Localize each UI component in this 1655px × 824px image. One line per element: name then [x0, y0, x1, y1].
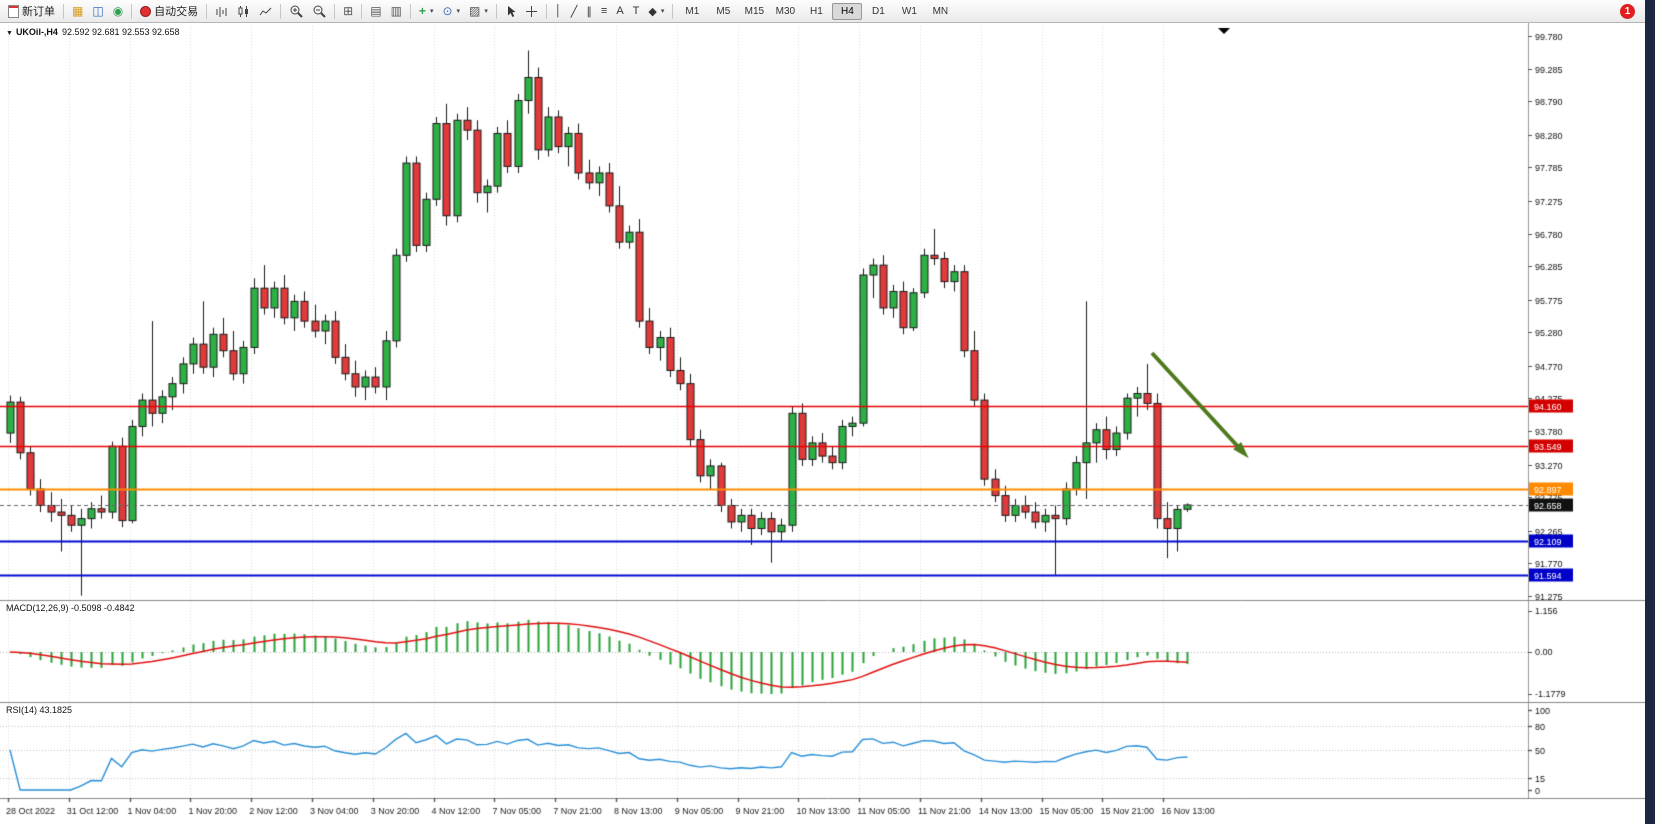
- auto-trading-status-icon: [140, 5, 152, 17]
- toolbar-separator: [545, 3, 547, 19]
- profiles-icon: ◫: [92, 4, 104, 18]
- tile-windows-button[interactable]: ⊞: [339, 1, 357, 22]
- notification-badge[interactable]: 1: [1620, 3, 1635, 19]
- symbol-period-label: UKOil-,H4: [15, 27, 58, 37]
- new-order-icon: [8, 4, 19, 18]
- market-watch-button[interactable]: ◉: [109, 1, 127, 22]
- shapes-tool-button[interactable]: ◆ ▾: [644, 1, 668, 22]
- toolbar: 新订单 ▦ ◫ ◉ 自动交易: [0, 0, 1655, 23]
- data-window-button[interactable]: ▤: [366, 1, 385, 22]
- candlestick-icon: [238, 5, 249, 17]
- bar-chart-icon: [216, 6, 227, 17]
- toolbar-separator: [63, 3, 64, 19]
- shapes-icon: ◆: [648, 5, 657, 18]
- auto-trading-label: 自动交易: [154, 6, 199, 18]
- cursor-tool-button[interactable]: [501, 1, 520, 22]
- new-order-label: 新订单: [22, 6, 55, 18]
- toolbar-separator: [131, 3, 133, 19]
- candlestick-mode-button[interactable]: [233, 1, 254, 22]
- line-chart-mode-button[interactable]: [255, 1, 276, 22]
- timeframe-h4[interactable]: H4: [832, 2, 863, 20]
- periods-icon: ⊙: [442, 4, 453, 18]
- fibonacci-tool-button[interactable]: ≡: [597, 1, 611, 22]
- label-tool-icon: T: [632, 5, 640, 17]
- toolbar-separator: [280, 3, 282, 19]
- charts-button[interactable]: ▦: [68, 1, 87, 22]
- fibonacci-icon: ≡: [600, 5, 608, 17]
- chevron-down-icon: ▾: [456, 8, 461, 15]
- navigator-icon: ▥: [390, 4, 402, 18]
- auto-trading-button[interactable]: 自动交易: [136, 1, 202, 22]
- crosshair-icon: [525, 5, 537, 17]
- charts-stack-icon: ▦: [72, 4, 84, 18]
- zoom-in-icon: [290, 5, 303, 18]
- trendline-tool-button[interactable]: ╱: [567, 1, 582, 22]
- crosshair-tool-button[interactable]: [521, 1, 542, 22]
- add-indicator-button[interactable]: + ▾: [415, 1, 438, 22]
- chevron-down-icon: ▾: [429, 8, 434, 15]
- timeframe-mn[interactable]: MN: [932, 5, 949, 17]
- ohlc-values: 92.592 92.681 92.553 92.658: [61, 27, 180, 37]
- zoom-in-button[interactable]: [285, 1, 307, 22]
- timeframe-m15[interactable]: M15: [744, 5, 765, 17]
- timeframe-m1[interactable]: M1: [685, 5, 700, 17]
- cursor-icon: [507, 5, 516, 17]
- toolbar-separator: [672, 3, 674, 19]
- templates-button[interactable]: ▨ ▾: [465, 1, 492, 22]
- zoom-out-icon: [313, 5, 326, 18]
- tile-windows-icon: ⊞: [343, 4, 354, 18]
- vertical-line-icon: │: [554, 5, 562, 17]
- data-window-icon: ▤: [370, 4, 382, 18]
- vertical-line-tool-button[interactable]: │: [551, 1, 566, 22]
- channel-tool-button[interactable]: ∥: [582, 1, 596, 22]
- timeframe-d1[interactable]: D1: [871, 5, 885, 17]
- trendline-icon: ╱: [570, 5, 578, 18]
- zoom-out-button[interactable]: [308, 1, 330, 22]
- text-tool-icon: A: [616, 5, 624, 17]
- macd-indicator-label: MACD(12,26,9) -0.5098 -0.4842: [6, 603, 135, 613]
- chart-title: ▼ UKOil-,H4 92.592 92.681 92.553 92.658: [6, 27, 180, 37]
- channel-icon: ∥: [586, 5, 592, 18]
- templates-icon: ▨: [469, 4, 481, 18]
- toolbar-separator: [334, 3, 336, 19]
- market-watch-icon: ◉: [112, 4, 124, 18]
- toolbar-separator: [495, 3, 497, 19]
- periods-button[interactable]: ⊙ ▾: [438, 1, 464, 22]
- toolbar-separator: [206, 3, 208, 19]
- bar-chart-mode-button[interactable]: [211, 1, 232, 22]
- text-tool-button[interactable]: A: [612, 1, 627, 22]
- toolbar-separator: [409, 3, 411, 19]
- label-tool-button[interactable]: T: [629, 1, 644, 22]
- rsi-indicator-label: RSI(14) 43.1825: [6, 705, 73, 715]
- chevron-down-icon: ▾: [484, 8, 488, 15]
- line-chart-icon: [259, 7, 272, 15]
- profiles-button[interactable]: ◫: [88, 1, 107, 22]
- add-indicator-icon: +: [418, 4, 426, 18]
- one-click-trading-arrow[interactable]: ▼: [6, 30, 13, 37]
- timeframe-group: M1 M5 M15 M30 H1 H4 D1 W1 MN: [677, 2, 955, 20]
- timeframe-m30[interactable]: M30: [775, 5, 796, 17]
- toolbar-separator: [361, 3, 363, 19]
- timeframe-h1[interactable]: H1: [809, 5, 823, 17]
- timeframe-w1[interactable]: W1: [901, 5, 917, 17]
- chevron-down-icon: ▾: [660, 8, 665, 15]
- window-edge: [1645, 0, 1655, 824]
- timeframe-m5[interactable]: M5: [716, 5, 731, 17]
- chart-canvas[interactable]: [0, 23, 1655, 824]
- navigator-button[interactable]: ▥: [387, 1, 406, 22]
- new-order-button[interactable]: 新订单: [4, 1, 59, 22]
